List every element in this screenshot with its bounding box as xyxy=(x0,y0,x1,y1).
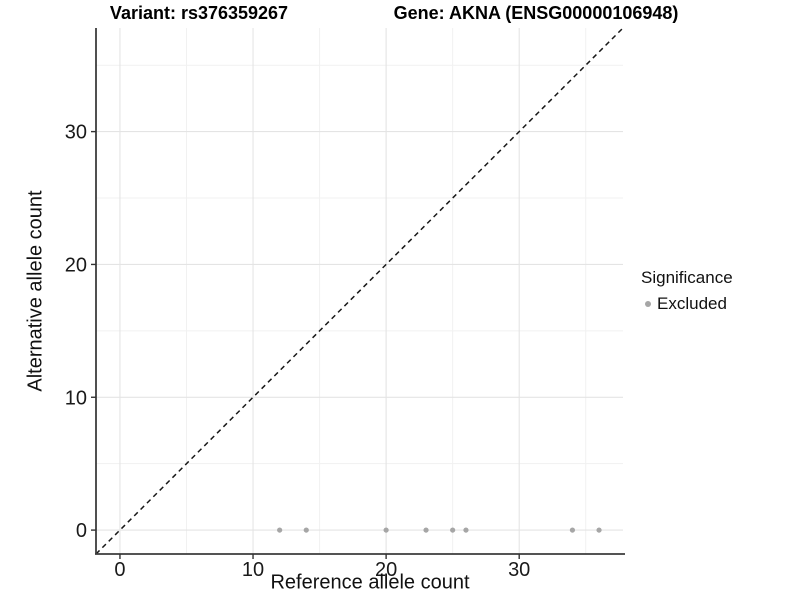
y-tick-label: 10 xyxy=(65,387,87,409)
variant-title: Variant: rs376359267 xyxy=(109,3,289,23)
x-tick-label: 10 xyxy=(242,559,264,581)
data-point xyxy=(303,527,309,533)
x-tick-label: 30 xyxy=(508,559,530,581)
legend-title: Significance xyxy=(641,268,733,287)
x-axis-title: Reference allele count xyxy=(270,571,470,594)
y-tick-label: 0 xyxy=(76,520,87,542)
x-tick-label: 20 xyxy=(375,559,397,581)
legend-item-label: Excluded xyxy=(657,294,727,313)
identity-line xyxy=(95,27,624,555)
data-point xyxy=(596,527,602,533)
legend-item-excluded: Excluded xyxy=(641,294,733,314)
data-point xyxy=(277,527,283,533)
data-point xyxy=(383,527,389,533)
gene-title: Gene: AKNA (ENSG00000106948) xyxy=(393,3,679,23)
data-point xyxy=(463,527,469,533)
excluded-point-icon xyxy=(645,301,651,307)
data-point xyxy=(569,527,576,533)
y-tick-label: 30 xyxy=(65,122,87,144)
y-tick-label: 20 xyxy=(65,254,87,276)
y-axis-title: Alternative allele count xyxy=(24,190,47,392)
data-point xyxy=(450,527,456,533)
x-tick-label: 0 xyxy=(114,559,125,581)
legend: Significance Excluded xyxy=(641,268,733,314)
data-point xyxy=(423,527,429,533)
